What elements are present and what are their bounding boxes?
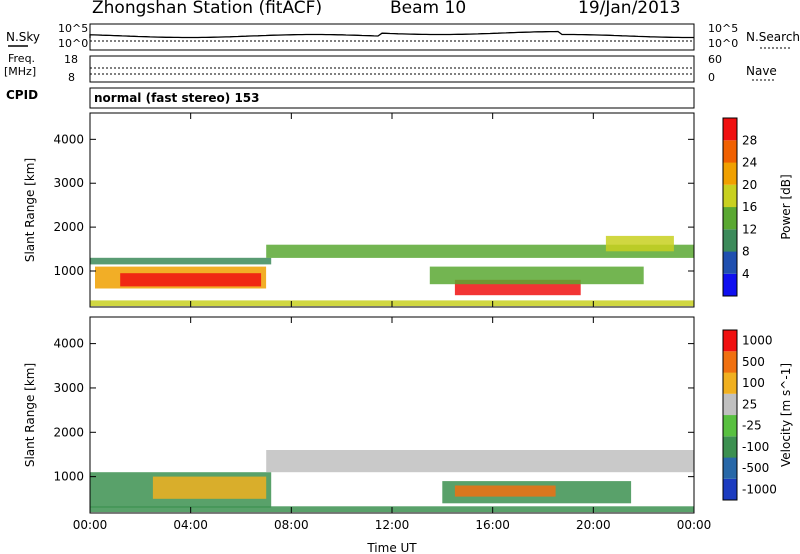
power-colorbar-tick-4: 20	[742, 178, 757, 192]
velocity-colorbar-tick-3: 25	[742, 397, 757, 411]
power-colorbar-swatch-2	[723, 229, 737, 252]
power-ytick-label-2: 3000	[53, 176, 84, 190]
power-colorbar-tick-2: 12	[742, 222, 757, 236]
velocity-band-2	[266, 450, 694, 473]
power-colorbar-frame	[722, 117, 738, 297]
velocity-colorbar-tick-1: 500	[742, 355, 765, 369]
power-colorbar-tick-3: 16	[742, 200, 757, 214]
power-ytick-label-1: 2000	[53, 220, 84, 234]
velocity-band-4	[454, 485, 556, 497]
nsky-label: N.Sky	[6, 30, 41, 44]
power-colorbar-label: Power [dB]	[779, 174, 793, 239]
velocity-ytick-label-0: 1000	[53, 470, 84, 484]
velocity-xtick-label-5: 20:00	[576, 518, 611, 532]
freq-tick-low: 8	[68, 71, 75, 84]
power-colorbar-swatch-3	[723, 207, 737, 230]
power-ytick-label-0: 1000	[53, 264, 84, 278]
velocity-xlabel: Time UT	[366, 541, 417, 554]
beam-title: Beam 10	[390, 0, 467, 18]
power-colorbar-tick-0: 4	[742, 267, 750, 281]
power-ylabel: Slant Range [km]	[23, 158, 37, 262]
power-colorbar-swatch-1	[723, 251, 737, 274]
power-band-4	[266, 244, 694, 258]
power-colorbar-swatch-4	[723, 184, 737, 208]
noise-tick-low-left: 10^0	[58, 37, 89, 50]
power-band-7	[605, 235, 674, 252]
velocity-xtick-label-1: 04:00	[173, 518, 208, 532]
velocity-colorbar-swatch-7	[723, 330, 737, 352]
power-colorbar-swatch-6	[723, 140, 737, 163]
noise-sky-trace	[89, 30, 694, 39]
power-colorbar-swatch-0	[723, 273, 737, 297]
velocity-colorbar-swatch-1	[723, 457, 737, 479]
cpid-label: CPID	[6, 88, 39, 102]
velocity-colorbar-tick-2: 100	[742, 376, 765, 390]
station-title: Zhongshan Station (fitACF)	[92, 0, 323, 18]
velocity-colorbar-swatch-0	[723, 478, 737, 501]
velocity-colorbar-swatch-5	[723, 372, 737, 394]
nave-label: Nave	[746, 64, 777, 78]
velocity-ylabel: Slant Range [km]	[23, 363, 37, 467]
velocity-xtick-label-0: 00:00	[73, 518, 108, 532]
power-band-6	[429, 266, 644, 285]
noise-tick-high-right: 10^5	[708, 22, 739, 35]
freq-tick-high: 18	[64, 53, 78, 66]
nave-tick-low: 0	[708, 71, 715, 84]
power-colorbar-swatch-7	[723, 118, 737, 141]
cpid-panel-frame	[89, 87, 695, 109]
velocity-ytick-label-3: 4000	[53, 337, 84, 351]
velocity-xtick-label-4: 16:00	[475, 518, 510, 532]
cpid-value: normal (fast stereo) 153	[94, 91, 260, 105]
velocity-band-1	[152, 476, 267, 499]
freq-label: Freq.	[8, 52, 36, 65]
power-colorbar-tick-6: 28	[742, 133, 757, 147]
velocity-colorbar-swatch-2	[723, 436, 737, 458]
velocity-colorbar-swatch-4	[723, 393, 737, 416]
velocity-colorbar-swatch-3	[723, 415, 737, 437]
power-band-0	[90, 257, 272, 265]
power-colorbar-tick-1: 8	[742, 245, 750, 259]
noise-tick-high-left: 10^5	[58, 22, 89, 35]
nsearch-label: N.Search	[746, 30, 800, 44]
velocity-colorbar-tick-6: -500	[742, 461, 769, 475]
freq-panel-frame	[89, 55, 695, 83]
freq-unit-label: [MHz]	[4, 65, 37, 78]
velocity-ytick-label-1: 2000	[53, 425, 84, 439]
power-colorbar-tick-5: 24	[742, 156, 757, 170]
noise-tick-low-right: 10^0	[708, 37, 739, 50]
velocity-xtick-label-3: 12:00	[375, 518, 410, 532]
velocity-colorbar-tick-4: -25	[742, 419, 762, 433]
velocity-colorbar-tick-7: -1000	[742, 482, 777, 496]
velocity-colorbar-label: Velocity [m s^-1]	[779, 363, 793, 467]
power-colorbar-swatch-5	[723, 162, 737, 185]
velocity-xtick-label-6: 00:00	[677, 518, 712, 532]
power-band-2	[120, 273, 262, 287]
velocity-xtick-label-2: 08:00	[274, 518, 309, 532]
velocity-colorbar-tick-0: 1000	[742, 334, 773, 348]
power-ytick-label-3: 4000	[53, 132, 84, 146]
velocity-colorbar-swatch-6	[723, 351, 737, 373]
velocity-colorbar-frame	[722, 329, 738, 501]
velocity-ytick-label-2: 3000	[53, 381, 84, 395]
velocity-colorbar-tick-5: -100	[742, 440, 769, 454]
nave-tick-high: 60	[708, 53, 722, 66]
date-title: 19/Jan/2013	[578, 0, 681, 18]
